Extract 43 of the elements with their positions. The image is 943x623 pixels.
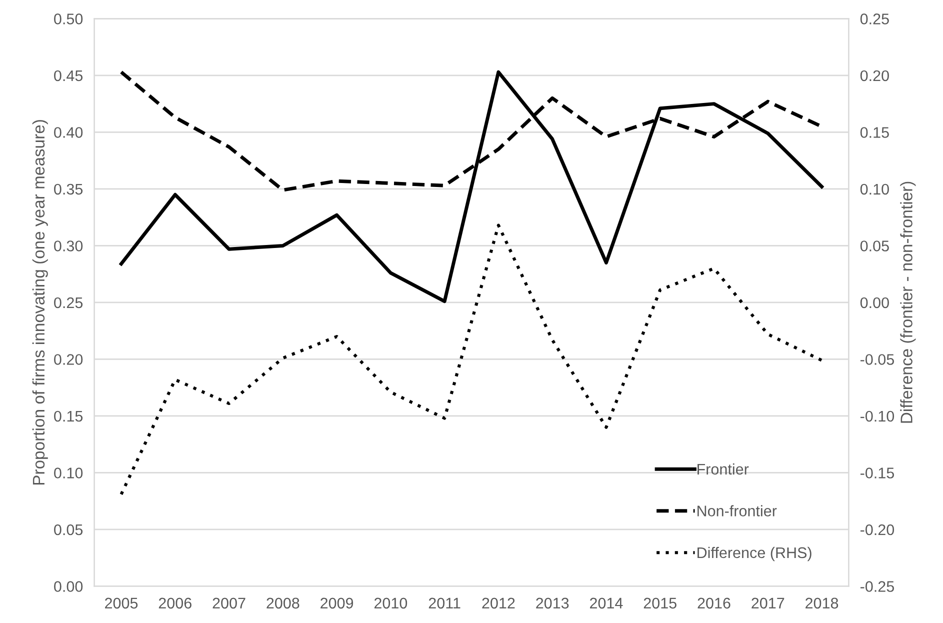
y-tick-label: 0.00 (54, 581, 83, 592)
x-tick-label: 2011 (428, 598, 460, 609)
x-tick-label: 2016 (698, 598, 730, 609)
y2-tick-label: -0.25 (860, 581, 894, 592)
y-tick-label: 0.30 (54, 240, 83, 252)
x-tick-label: 2018 (806, 598, 838, 609)
x-tick-label: 2012 (482, 598, 515, 609)
x-tick-label: 2015 (644, 598, 676, 609)
line-series (120, 224, 824, 496)
y2-tick-label: 0.10 (860, 184, 889, 195)
y2-axis-title: Difference (frontier - non-frontier) (900, 182, 916, 423)
x-tick-label: 2014 (590, 598, 623, 609)
y-tick-label: 0.20 (54, 354, 83, 365)
y2-tick-label: 0.15 (860, 127, 889, 138)
y2-tick-label: 0.00 (860, 297, 889, 308)
x-tick-label: 2010 (374, 598, 408, 609)
y-axis-title: Proportion of firms innovating (one year measure) (32, 120, 48, 485)
y-tick-label: 0.40 (54, 127, 83, 138)
y2-tick-label: 0.25 (860, 14, 889, 24)
y2-tick-label: -0.10 (860, 410, 894, 422)
x-tick-label: 2005 (105, 598, 138, 609)
y2-tick-label: -0.15 (860, 468, 894, 478)
x-tick-label: 2007 (212, 598, 246, 609)
y-tick-label: 0.05 (54, 524, 83, 536)
legend-label: Non-frontier (698, 505, 777, 516)
y2-tick-label: 0.20 (860, 70, 889, 82)
x-tick-label: 2009 (320, 598, 354, 609)
y2-tick-label: -0.05 (860, 354, 894, 365)
y2-tick-label: -0.20 (860, 524, 894, 536)
y-tick-label: 0.25 (54, 297, 83, 308)
y2-tick-label: 0.05 (860, 240, 889, 252)
x-tick-label: 2013 (536, 598, 569, 609)
legend-label: Frontier (698, 463, 749, 475)
y-tick-label: 0.10 (54, 468, 83, 478)
y-tick-label: 0.15 (54, 410, 83, 422)
y-tick-label: 0.45 (54, 70, 83, 82)
x-tick-label: 2017 (752, 598, 784, 609)
x-tick-label: 2006 (158, 598, 192, 609)
y-tick-label: 0.35 (54, 184, 83, 195)
line-series (120, 70, 824, 304)
x-tick-label: 2008 (266, 598, 300, 609)
legend-label: Difference (RHS) (698, 546, 812, 562)
y-tick-label: 0.50 (54, 14, 83, 24)
